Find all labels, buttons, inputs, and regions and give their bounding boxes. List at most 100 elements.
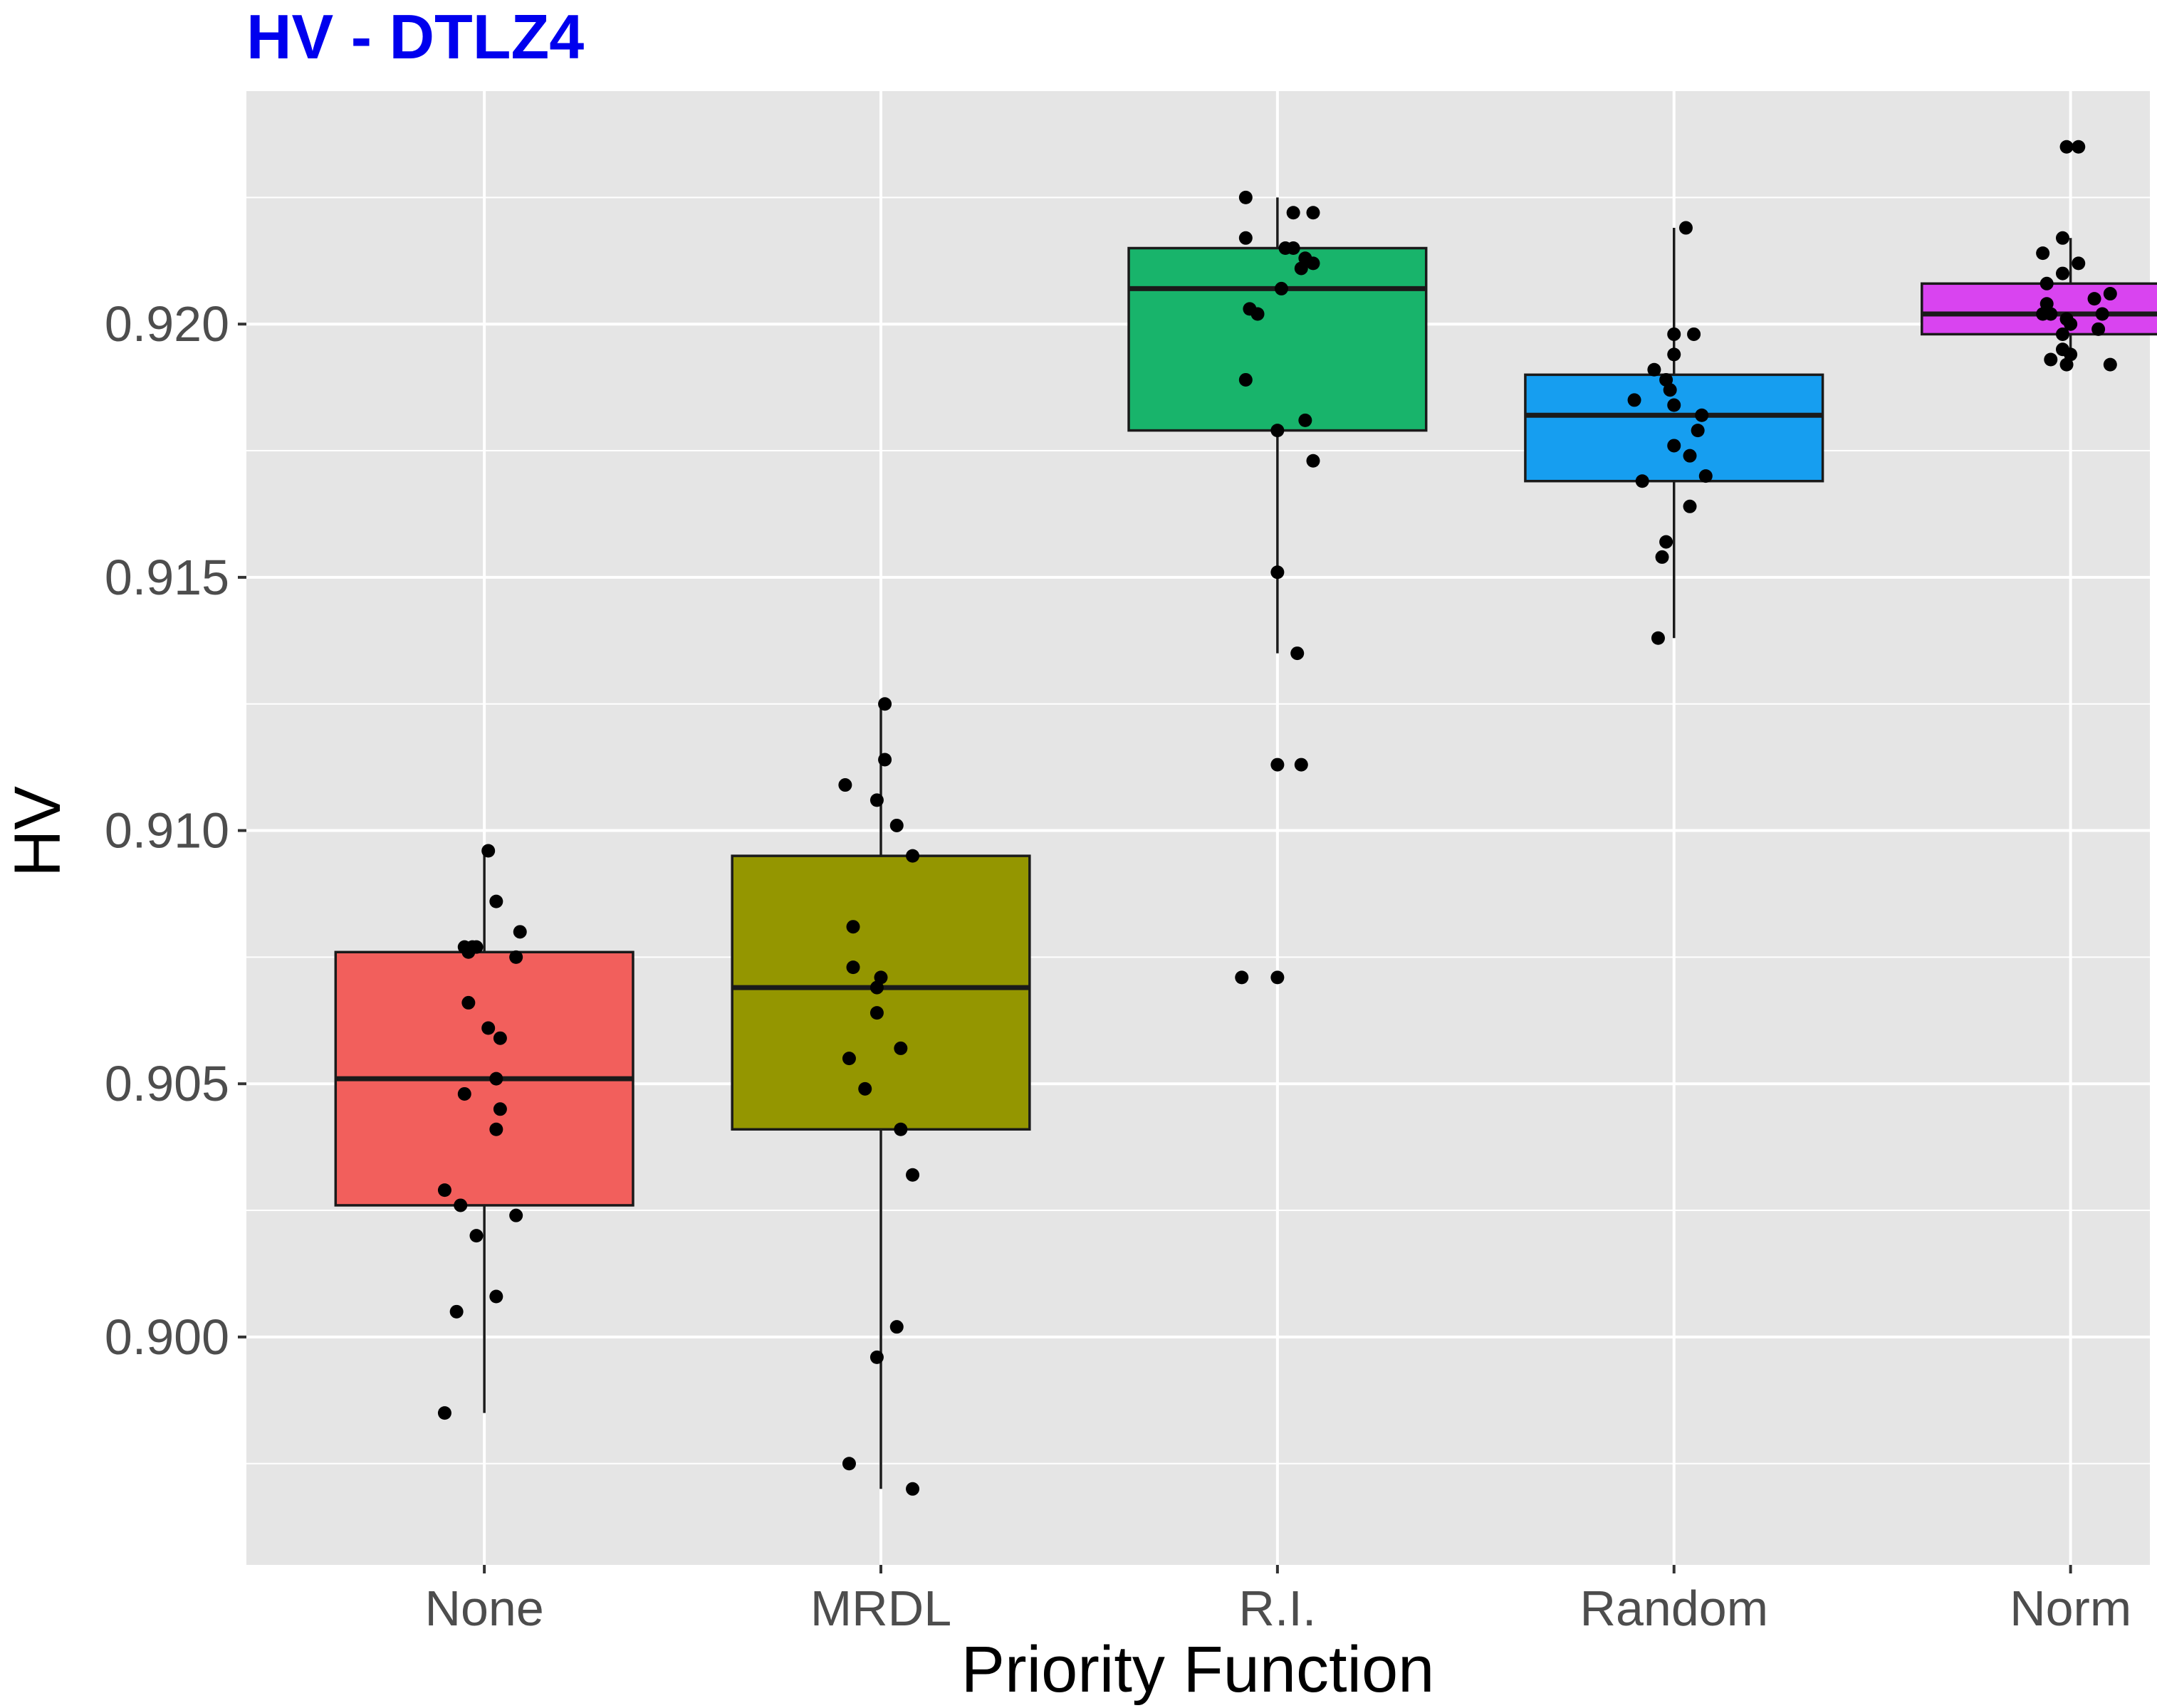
data-point xyxy=(1627,393,1641,407)
data-point xyxy=(1294,758,1308,772)
box-ri xyxy=(1127,197,1428,654)
data-point xyxy=(1651,631,1665,645)
data-point xyxy=(2072,256,2086,271)
data-point xyxy=(1250,307,1265,321)
data-point xyxy=(906,1168,920,1182)
y-tick-label: 0.915 xyxy=(105,550,229,605)
data-point xyxy=(869,793,884,807)
data-point xyxy=(489,1072,503,1086)
data-point xyxy=(1238,190,1253,204)
data-point xyxy=(2036,246,2050,261)
data-point xyxy=(2103,287,2117,301)
data-point xyxy=(1306,256,1320,271)
data-point xyxy=(437,1183,451,1198)
data-point xyxy=(1238,372,1253,387)
y-axis-ticks: 0.900 0.905 0.910 0.915 0.920 xyxy=(105,296,246,1365)
data-point xyxy=(1270,758,1285,772)
data-point xyxy=(2040,297,2054,311)
x-tick-label: None xyxy=(424,1581,543,1636)
data-point xyxy=(1683,499,1697,513)
data-point xyxy=(2103,357,2117,372)
data-point xyxy=(461,995,476,1010)
y-tick-label: 0.905 xyxy=(105,1056,229,1111)
data-point xyxy=(2040,276,2054,290)
data-point xyxy=(858,1081,872,1096)
data-point xyxy=(842,1457,856,1471)
data-point xyxy=(878,697,892,711)
data-point xyxy=(1286,241,1300,256)
data-point xyxy=(454,1198,468,1212)
data-point xyxy=(1695,408,1709,422)
data-point xyxy=(1667,347,1681,362)
data-point xyxy=(489,894,503,908)
data-point xyxy=(489,1122,503,1136)
data-point xyxy=(2044,352,2058,367)
data-point xyxy=(842,1052,856,1066)
x-axis-ticks: None MRDL R.I. Random Norm xyxy=(424,1565,2131,1636)
box-body xyxy=(731,854,1031,1131)
data-point xyxy=(457,1086,471,1101)
data-point xyxy=(878,753,892,767)
data-point xyxy=(869,1350,884,1364)
data-point xyxy=(906,849,920,863)
data-point xyxy=(1290,646,1305,661)
x-tick-label: MRDL xyxy=(810,1581,951,1636)
data-point xyxy=(889,818,904,832)
data-point xyxy=(449,1304,464,1319)
data-point xyxy=(1298,413,1312,427)
data-point xyxy=(1306,206,1320,220)
y-tick-label: 0.900 xyxy=(105,1309,229,1365)
x-axis-label: Priority Function xyxy=(961,1633,1435,1706)
data-point xyxy=(1698,469,1713,483)
data-point xyxy=(869,980,884,995)
data-point xyxy=(489,1289,503,1304)
data-point xyxy=(481,1021,496,1035)
data-point xyxy=(437,1406,451,1420)
x-tick-label: Norm xyxy=(2010,1581,2131,1636)
data-point xyxy=(1663,383,1677,397)
data-point xyxy=(1235,970,1249,985)
data-point xyxy=(1647,362,1661,377)
data-point xyxy=(1687,327,1701,341)
y-tick-label: 0.910 xyxy=(105,803,229,859)
data-point xyxy=(513,925,527,939)
data-point xyxy=(894,1122,908,1136)
data-point xyxy=(1659,535,1673,549)
data-point xyxy=(1667,398,1681,412)
data-point xyxy=(2044,307,2058,321)
data-point xyxy=(2064,347,2078,362)
data-point xyxy=(1274,281,1288,295)
data-point xyxy=(469,1229,484,1243)
data-point xyxy=(1635,474,1649,488)
data-point xyxy=(1678,221,1693,235)
chart-title: HV - DTLZ4 xyxy=(246,1,584,72)
data-point xyxy=(1270,970,1285,985)
data-point xyxy=(1270,424,1285,438)
data-point xyxy=(1270,565,1285,580)
data-point xyxy=(874,970,888,985)
data-point xyxy=(481,844,496,858)
data-point xyxy=(1286,206,1300,220)
data-point xyxy=(1659,372,1673,387)
data-point xyxy=(2072,140,2086,154)
data-point xyxy=(509,1208,523,1222)
data-point xyxy=(1655,550,1669,564)
data-point xyxy=(894,1041,908,1055)
data-point xyxy=(2059,140,2074,154)
data-point xyxy=(2087,292,2101,306)
data-point xyxy=(509,950,523,964)
data-point xyxy=(2091,322,2106,336)
x-tick-label: Random xyxy=(1579,1581,1768,1636)
jitter-points xyxy=(437,140,2117,1496)
data-point xyxy=(889,1320,904,1334)
data-point xyxy=(1238,231,1253,245)
data-point xyxy=(2055,266,2069,281)
box-body xyxy=(1127,246,1428,432)
data-point xyxy=(493,1102,507,1116)
data-point xyxy=(1667,327,1681,341)
data-point xyxy=(846,920,860,934)
data-point xyxy=(906,1482,920,1496)
data-point xyxy=(1667,439,1681,453)
data-point xyxy=(2064,317,2078,331)
